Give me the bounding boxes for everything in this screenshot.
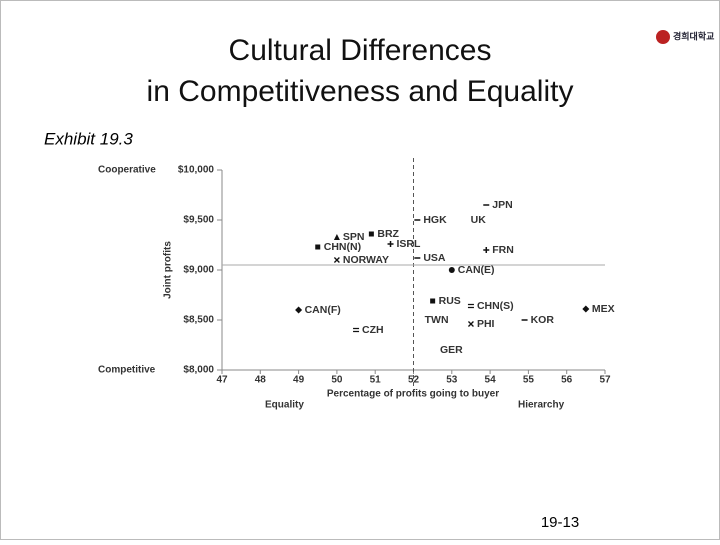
y-tick-label: $9,500: [183, 215, 214, 226]
logo-text: 경희대학교: [673, 30, 714, 41]
x-tick-label: 54: [485, 375, 497, 386]
point-label: CZH: [362, 324, 384, 336]
point-label: UK: [471, 214, 487, 226]
point: [353, 327, 360, 333]
y-tick-label: $8,000: [183, 365, 214, 376]
point-label: GER: [440, 344, 463, 356]
point: [430, 298, 436, 304]
x-low-label: Equality: [265, 400, 304, 411]
x-tick-label: 51: [370, 375, 382, 386]
point-label: CHN(S): [477, 300, 514, 312]
chart: $8,000 $8,500 $9,000 $9,500 $10,000 47 48 49 50 5…: [98, 158, 615, 411]
point-label: MEX: [592, 303, 615, 315]
y-high-label: Cooperative: [98, 165, 156, 176]
point-label: PHI: [477, 318, 495, 330]
point-label: SPN: [343, 231, 365, 243]
point: [295, 306, 303, 314]
point-label: BRZ: [377, 228, 399, 240]
point-label: ISRL: [397, 238, 422, 250]
point: [333, 257, 340, 263]
y-axis-title: Joint profits: [163, 241, 174, 299]
x-tick-label: 52: [408, 375, 420, 386]
subtitle: Exhibit 19.3: [44, 129, 133, 148]
point: [467, 321, 474, 327]
point-label: USA: [423, 252, 446, 264]
title: in Competitiveness and Equality: [147, 75, 574, 108]
x-axis-title: Percentage of profits going to buyer: [327, 389, 499, 400]
point-label: KOR: [531, 314, 555, 326]
point: [315, 244, 321, 250]
point: [467, 303, 474, 309]
y-low-label: Competitive: [98, 365, 156, 376]
x-tick-label: 57: [599, 375, 611, 386]
y-tick-label: $8,500: [183, 315, 214, 326]
x-tick-label: 48: [255, 375, 267, 386]
point-label: TWN: [425, 314, 449, 326]
x-high-label: Hierarchy: [518, 400, 565, 411]
point-label: CHN(N): [324, 241, 361, 253]
point: [448, 267, 455, 273]
x-tick-label: 53: [446, 375, 458, 386]
point: [387, 241, 394, 247]
title: Cultural Differences: [229, 34, 492, 67]
point-label: CAN(E): [458, 264, 495, 276]
logo-emblem: [656, 30, 670, 44]
page-number: 19-13: [541, 514, 579, 531]
y-tick-label: $10,000: [178, 165, 215, 176]
logo: 경희대학교: [656, 30, 714, 44]
point-label: HGK: [423, 214, 447, 226]
x-tick-label: 50: [331, 375, 343, 386]
point-label: CAN(F): [305, 304, 341, 316]
point: [483, 247, 490, 253]
x-tick-label: 56: [561, 375, 573, 386]
point-label: NORWAY: [343, 254, 389, 266]
point-label: RUS: [439, 295, 461, 307]
point: [368, 231, 374, 237]
point-label: JPN: [492, 199, 512, 211]
x-tick-label: 49: [293, 375, 305, 386]
point: [333, 234, 340, 240]
x-tick-label: 47: [216, 375, 228, 386]
point: [582, 305, 590, 313]
y-tick-label: $9,000: [183, 265, 214, 276]
x-tick-label: 55: [523, 375, 535, 386]
point-label: FRN: [492, 244, 514, 256]
